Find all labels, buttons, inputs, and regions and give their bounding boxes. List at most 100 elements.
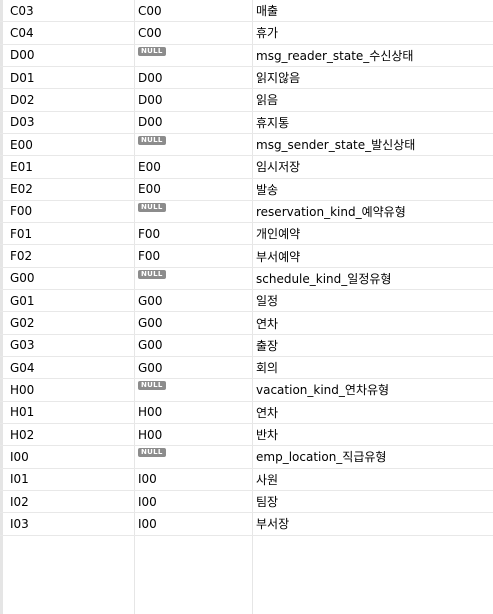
name-cell[interactable]: 회의 bbox=[256, 361, 279, 376]
name-cell[interactable]: 매출 bbox=[256, 4, 279, 19]
parent-code-cell[interactable]: G00 bbox=[138, 316, 163, 331]
table-row[interactable]: I02 I00 팀장 bbox=[0, 491, 493, 514]
parent-code-cell[interactable]: D00 bbox=[138, 115, 163, 130]
table-row[interactable]: I01 I00 사원 bbox=[0, 469, 493, 491]
name-cell[interactable]: msg_reader_state_수신상태 bbox=[256, 48, 414, 63]
parent-code-cell[interactable]: I00 bbox=[138, 494, 157, 509]
code-cell[interactable]: C04 bbox=[10, 25, 34, 40]
table-row[interactable]: H01 H00 연차 bbox=[0, 402, 493, 424]
parent-code-cell[interactable]: NULL bbox=[138, 379, 254, 400]
null-badge: NULL bbox=[138, 448, 166, 458]
table-row[interactable]: E01 E00 임시저장 bbox=[0, 156, 493, 179]
table-row[interactable]: G00 NULL schedule_kind_일정유형 bbox=[0, 268, 493, 291]
parent-code-cell[interactable]: NULL bbox=[138, 268, 254, 289]
parent-code-cell[interactable]: E00 bbox=[138, 182, 161, 197]
parent-code-cell[interactable]: NULL bbox=[138, 446, 254, 467]
name-cell[interactable]: 출장 bbox=[256, 338, 279, 353]
parent-code-cell[interactable]: H00 bbox=[138, 427, 163, 442]
code-cell[interactable]: F02 bbox=[10, 249, 33, 264]
name-cell[interactable]: 일정 bbox=[256, 294, 279, 309]
table-row[interactable]: D00 NULL msg_reader_state_수신상태 bbox=[0, 45, 493, 67]
parent-code-cell[interactable]: NULL bbox=[138, 45, 254, 66]
code-cell[interactable]: G00 bbox=[10, 271, 35, 286]
code-cell[interactable]: D02 bbox=[10, 92, 35, 107]
code-cell[interactable]: H00 bbox=[10, 382, 35, 397]
table-row[interactable]: I00 NULL emp_location_직급유형 bbox=[0, 446, 493, 469]
name-cell[interactable]: schedule_kind_일정유형 bbox=[256, 271, 392, 286]
name-cell[interactable]: 임시저장 bbox=[256, 160, 301, 175]
table-row[interactable]: D02 D00 읽음 bbox=[0, 89, 493, 112]
table-row[interactable]: F02 F00 부서예약 bbox=[0, 245, 493, 268]
code-cell[interactable]: H01 bbox=[10, 405, 35, 420]
name-cell[interactable]: msg_sender_state_발신상태 bbox=[256, 138, 416, 153]
name-cell[interactable]: 연차 bbox=[256, 316, 279, 331]
name-cell[interactable]: 읽지않음 bbox=[256, 71, 301, 86]
name-cell[interactable]: 발송 bbox=[256, 182, 279, 197]
table-row[interactable]: C04 C00 휴가 bbox=[0, 22, 493, 45]
table-row[interactable]: H00 NULL vacation_kind_연차유형 bbox=[0, 379, 493, 402]
parent-code-cell[interactable]: H00 bbox=[138, 405, 163, 420]
name-cell[interactable]: 휴가 bbox=[256, 26, 279, 41]
name-cell[interactable]: 부서장 bbox=[256, 517, 290, 532]
code-cell[interactable]: H02 bbox=[10, 427, 35, 442]
parent-code-cell[interactable]: G00 bbox=[138, 293, 163, 308]
code-cell[interactable]: D00 bbox=[10, 48, 35, 63]
code-cell[interactable]: E00 bbox=[10, 137, 33, 152]
parent-code-cell[interactable]: F00 bbox=[138, 226, 161, 241]
parent-code-cell[interactable]: NULL bbox=[138, 201, 254, 222]
code-cell[interactable]: E02 bbox=[10, 182, 33, 197]
table-row[interactable]: G02 G00 연차 bbox=[0, 312, 493, 335]
parent-code-cell[interactable]: C00 bbox=[138, 3, 162, 18]
code-cell[interactable]: G04 bbox=[10, 360, 35, 375]
name-cell[interactable]: 휴지통 bbox=[256, 115, 290, 130]
parent-code-cell[interactable]: I00 bbox=[138, 516, 157, 531]
code-cell[interactable]: F00 bbox=[10, 204, 33, 219]
code-cell[interactable]: G02 bbox=[10, 316, 35, 331]
column-divider bbox=[252, 0, 253, 614]
parent-code-cell[interactable]: E00 bbox=[138, 159, 161, 174]
table-row[interactable]: D01 D00 읽지않음 bbox=[0, 67, 493, 90]
code-cell[interactable]: C03 bbox=[10, 3, 34, 18]
code-cell[interactable]: I01 bbox=[10, 472, 29, 487]
column-divider bbox=[134, 0, 135, 614]
name-cell[interactable]: vacation_kind_연차유형 bbox=[256, 383, 390, 398]
parent-code-cell[interactable]: F00 bbox=[138, 249, 161, 264]
parent-code-cell[interactable]: D00 bbox=[138, 70, 163, 85]
table-row[interactable]: H02 H00 반차 bbox=[0, 424, 493, 447]
name-cell[interactable]: emp_location_직급유형 bbox=[256, 450, 387, 465]
code-cell[interactable]: I03 bbox=[10, 516, 29, 531]
parent-code-cell[interactable]: C00 bbox=[138, 25, 162, 40]
parent-code-cell[interactable]: NULL bbox=[138, 134, 254, 155]
table-row[interactable]: G01 G00 일정 bbox=[0, 290, 493, 313]
name-cell[interactable]: 읽음 bbox=[256, 93, 279, 108]
parent-code-cell[interactable]: D00 bbox=[138, 92, 163, 107]
code-cell[interactable]: D03 bbox=[10, 115, 35, 130]
name-cell[interactable]: 반차 bbox=[256, 428, 279, 443]
code-cell[interactable]: G01 bbox=[10, 293, 35, 308]
name-cell[interactable]: 팀장 bbox=[256, 495, 279, 510]
code-cell[interactable]: D01 bbox=[10, 70, 35, 85]
code-cell[interactable]: I02 bbox=[10, 494, 29, 509]
code-cell[interactable]: I00 bbox=[10, 449, 29, 464]
name-cell[interactable]: 사원 bbox=[256, 472, 279, 487]
code-cell[interactable]: G03 bbox=[10, 338, 35, 353]
table-row[interactable]: F01 F00 개인예약 bbox=[0, 223, 493, 246]
name-cell[interactable]: 부서예약 bbox=[256, 249, 301, 264]
row-header-bar bbox=[0, 0, 3, 614]
parent-code-cell[interactable]: G00 bbox=[138, 338, 163, 353]
code-cell[interactable]: F01 bbox=[10, 226, 33, 241]
table-row[interactable]: D03 D00 휴지통 bbox=[0, 112, 493, 134]
table-row[interactable]: G03 G00 출장 bbox=[0, 335, 493, 357]
code-cell[interactable]: E01 bbox=[10, 159, 33, 174]
name-cell[interactable]: 개인예약 bbox=[256, 227, 301, 242]
table-row[interactable]: E02 E00 발송 bbox=[0, 179, 493, 201]
table-row[interactable]: I03 I00 부서장 bbox=[0, 513, 493, 536]
table-row[interactable]: E00 NULL msg_sender_state_발신상태 bbox=[0, 134, 493, 157]
name-cell[interactable]: reservation_kind_예약유형 bbox=[256, 204, 406, 219]
name-cell[interactable]: 연차 bbox=[256, 405, 279, 420]
table-row[interactable]: F00 NULL reservation_kind_예약유형 bbox=[0, 201, 493, 224]
parent-code-cell[interactable]: I00 bbox=[138, 472, 157, 487]
parent-code-cell[interactable]: G00 bbox=[138, 360, 163, 375]
table-row[interactable]: C03 C00 매출 bbox=[0, 0, 493, 23]
table-row[interactable]: G04 G00 회의 bbox=[0, 357, 493, 380]
